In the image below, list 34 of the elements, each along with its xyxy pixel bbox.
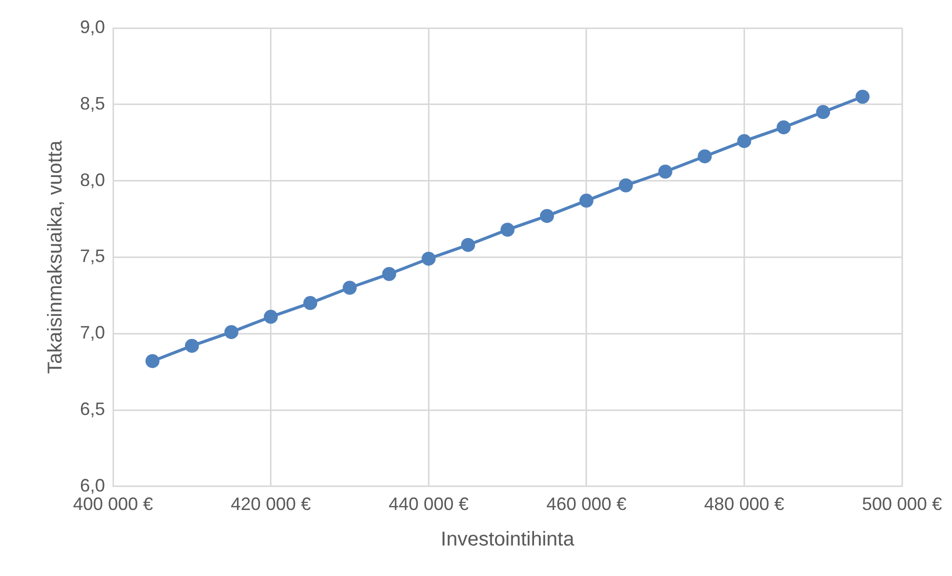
x-tick-label: 400 000 € [72,494,154,514]
y-tick-label: 7,5 [80,246,106,266]
point [184,338,199,353]
x-tick-label: 420 000 € [230,494,311,514]
y-tick-label: 6,0 [80,475,106,496]
x-tick-label: 440 000 € [388,494,469,514]
x-axis-title: Investointihinta [440,528,576,551]
x-tick-label: 460 000 € [546,494,626,514]
point [658,164,672,179]
point [618,178,633,192]
y-tick-label: 6,5 [80,398,106,419]
point [737,134,752,148]
point [382,267,396,282]
y-tick-label: 8,5 [80,93,106,114]
point [264,310,278,324]
y-axis-title: Takaisinmaksuaika, vuotta [44,140,67,374]
point [224,325,238,340]
x-tick-label: 500 000 € [862,494,942,514]
point [145,354,160,368]
point [856,90,870,104]
y-tick-label: 7,0 [80,322,106,343]
x-tick-label: 480 000 € [704,494,784,514]
point [698,149,712,164]
point [816,105,830,120]
point [422,252,436,266]
point [303,296,318,310]
point [461,238,476,252]
point [500,222,515,237]
point [579,194,594,208]
point [342,280,357,295]
y-tick-label: 8,0 [80,170,106,190]
y-tick-label: 9,0 [80,16,106,37]
point [540,208,554,223]
point [776,120,791,134]
